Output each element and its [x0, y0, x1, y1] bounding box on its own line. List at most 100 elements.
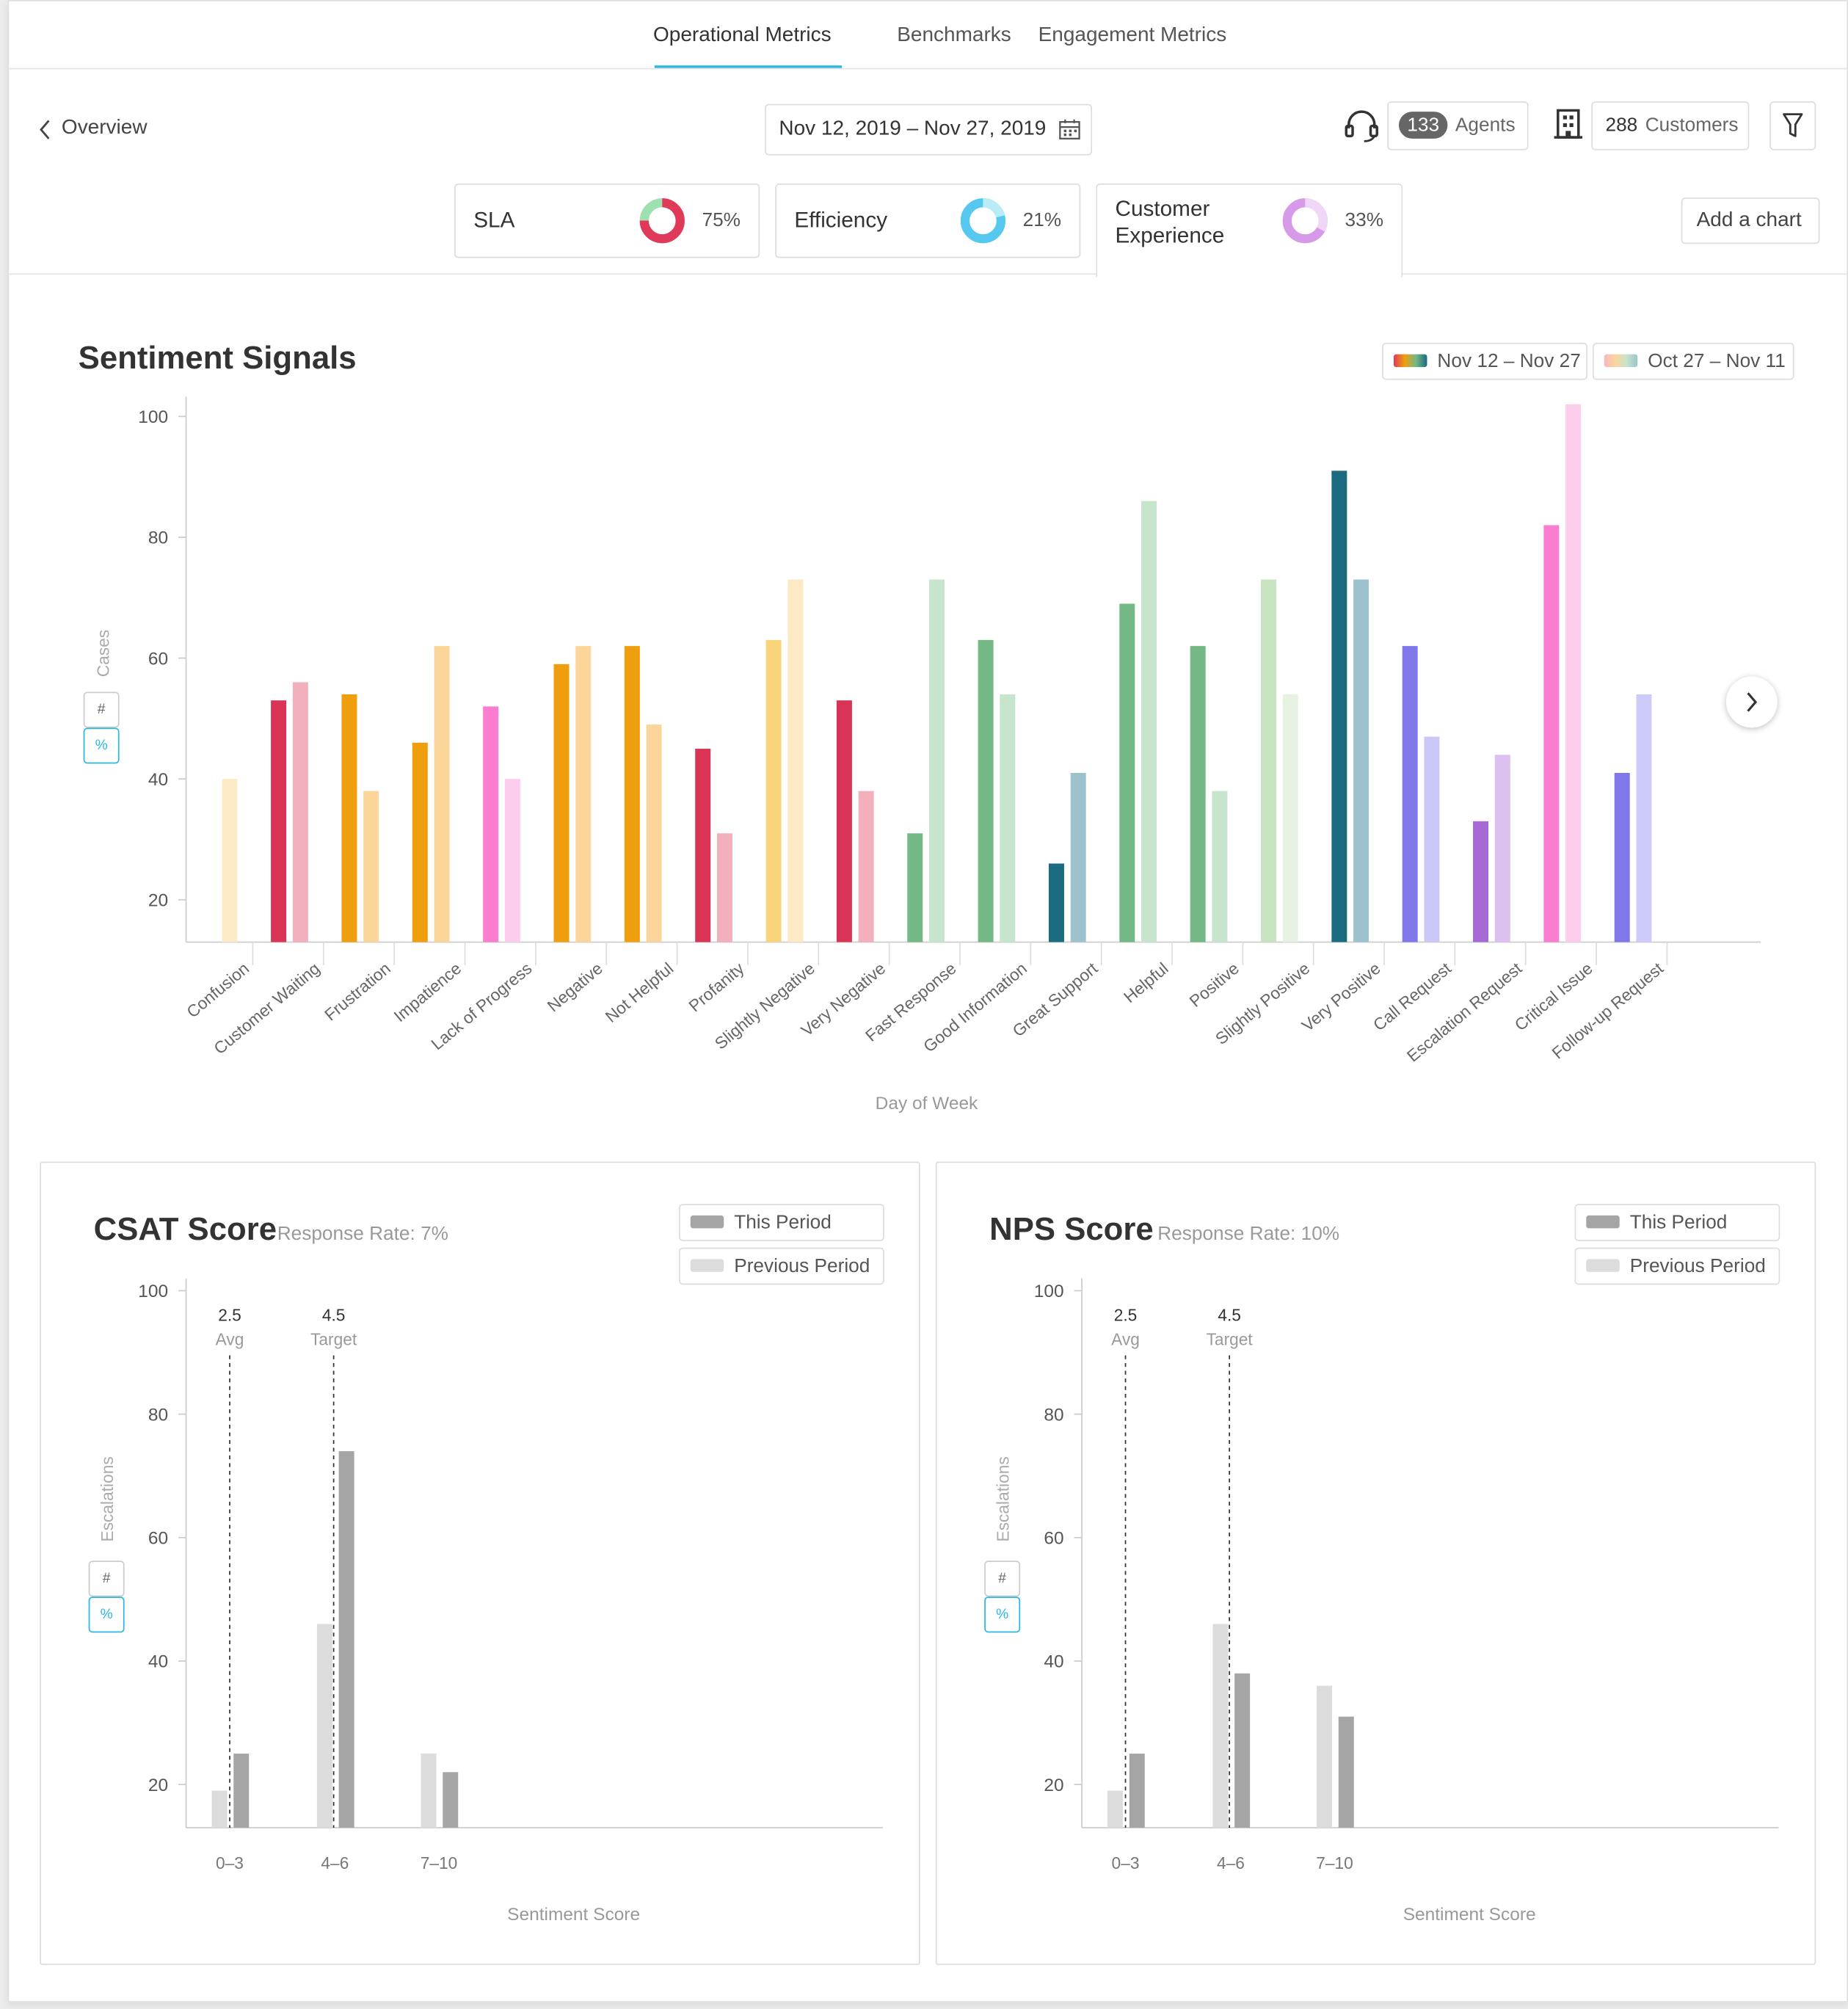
- kpi-value: 21%: [1022, 209, 1062, 231]
- count-toggle[interactable]: #: [984, 1561, 1021, 1597]
- bar-current-period: [1614, 772, 1630, 942]
- x-tick-label: Escalation Request: [1403, 958, 1526, 1065]
- y-tick-label: 40: [1044, 1652, 1063, 1672]
- nps-bar-chart: 20 40 60 80 100 Escalations 0–3 4–6 7–10 Sentimen…: [993, 1278, 1779, 1925]
- legend-label: This Period: [1629, 1211, 1728, 1234]
- y-tick-label: 80: [148, 1405, 168, 1425]
- bar-current-period: [483, 706, 499, 942]
- bar-this-period: [338, 1451, 354, 1828]
- y-tick-label: 20: [1044, 1776, 1063, 1795]
- bar-this-period: [1338, 1716, 1354, 1828]
- x-tick-label: 0–3: [1112, 1853, 1140, 1872]
- efficiency-donut-chart: [960, 198, 1006, 244]
- y-axis-label: Escalations: [993, 1456, 1012, 1541]
- csat-title: CSAT Score: [93, 1211, 277, 1248]
- bar-current-period: [1473, 821, 1489, 942]
- y-tick-label: 60: [148, 1529, 168, 1549]
- x-tick-label: Helpful: [1120, 959, 1172, 1006]
- filter-button[interactable]: [1769, 101, 1816, 150]
- bar-previous-period: [363, 791, 379, 942]
- tab-divider: [9, 68, 1847, 70]
- legend-previous-period[interactable]: Previous Period: [1574, 1247, 1780, 1285]
- agents-count-badge: 133: [1398, 112, 1448, 139]
- bar-previous-period: [1107, 1790, 1124, 1828]
- donut-value-arc: [1282, 198, 1328, 244]
- bar-previous-period: [575, 646, 592, 942]
- count-toggle[interactable]: #: [88, 1561, 125, 1597]
- percent-toggle[interactable]: %: [83, 727, 120, 764]
- y-tick-label: 80: [1044, 1405, 1063, 1425]
- kpi-divider: [9, 273, 1847, 275]
- reference-value: 2.5: [218, 1305, 241, 1324]
- y-tick-label: 40: [148, 770, 168, 790]
- bar-current-period: [1543, 525, 1560, 942]
- bar-previous-period: [646, 724, 662, 942]
- x-tick-label: Confusion: [183, 959, 252, 1022]
- reference-value: 4.5: [322, 1305, 346, 1324]
- bar-current-period: [412, 742, 428, 942]
- bar-previous-period: [292, 682, 308, 942]
- x-axis-label: Day of Week: [876, 1094, 978, 1114]
- bar-this-period: [1234, 1673, 1251, 1828]
- y-tick-label: 80: [148, 528, 168, 548]
- legend-this-period[interactable]: This Period: [679, 1204, 884, 1241]
- donut-value-arc: [639, 198, 685, 244]
- legend-current-period[interactable]: Nov 12 – Nov 27: [1382, 342, 1588, 380]
- agents-filter[interactable]: 133 Agents: [1387, 101, 1529, 150]
- swatch-icon: [1586, 1259, 1620, 1272]
- bar-current-period: [1119, 603, 1135, 942]
- chevron-left-icon: [40, 120, 50, 139]
- count-toggle[interactable]: #: [83, 691, 120, 728]
- y-tick-label: 60: [1044, 1529, 1063, 1549]
- y-tick-label: 40: [148, 1652, 168, 1672]
- bar-current-period: [907, 833, 923, 942]
- y-tick-label: 100: [138, 407, 168, 427]
- bar-current-period: [1402, 646, 1418, 942]
- bar-current-period: [765, 639, 782, 942]
- x-tick-label: Not Helpful: [601, 959, 677, 1026]
- tab-benchmarks[interactable]: Benchmarks: [897, 24, 1011, 46]
- donut-value-arc: [960, 198, 1006, 244]
- reference-value: 4.5: [1218, 1305, 1241, 1324]
- building-icon: [1554, 109, 1583, 139]
- customers-label: Customers: [1645, 114, 1739, 137]
- reference-label: Target: [310, 1330, 357, 1349]
- next-chart-button[interactable]: [1725, 676, 1778, 728]
- percent-toggle[interactable]: %: [88, 1596, 125, 1633]
- tab-engagement-metrics[interactable]: Engagement Metrics: [1038, 24, 1227, 46]
- bar-current-period: [624, 646, 640, 942]
- nps-panel: NPS Score Response Rate: 10% This Period…: [935, 1161, 1816, 1966]
- kpi-label: SLA: [473, 208, 515, 233]
- date-range-picker[interactable]: Nov 12, 2019 – Nov 27, 2019: [765, 103, 1093, 156]
- kpi-card-customer-experience[interactable]: Customer Experience 33%: [1096, 184, 1403, 277]
- bar-previous-period: [421, 1754, 437, 1828]
- x-axis-label: Sentiment Score: [1403, 1905, 1536, 1925]
- percent-toggle[interactable]: %: [984, 1596, 1021, 1633]
- bar-previous-period: [1353, 579, 1369, 942]
- legend-this-period[interactable]: This Period: [1574, 1204, 1780, 1241]
- x-tick-label: 4–6: [1217, 1853, 1245, 1872]
- legend-previous-period[interactable]: Oct 27 – Nov 11: [1593, 342, 1794, 380]
- gradient-swatch-icon: [1393, 354, 1427, 368]
- kpi-label: Customer Experience: [1115, 196, 1225, 248]
- bar-this-period: [443, 1772, 459, 1828]
- date-range-text: Nov 12, 2019 – Nov 27, 2019: [779, 117, 1047, 140]
- add-a-chart-button[interactable]: Add a chart: [1681, 197, 1820, 244]
- kpi-card-efficiency[interactable]: Efficiency 21%: [775, 184, 1081, 258]
- tab-operational-metrics[interactable]: Operational Metrics: [653, 24, 832, 46]
- y-axis-label: Escalations: [98, 1456, 117, 1541]
- x-axis-label: Sentiment Score: [507, 1905, 640, 1925]
- customer-experience-donut-chart: [1282, 198, 1328, 244]
- kpi-card-sla[interactable]: SLA 75%: [454, 184, 760, 258]
- bar-previous-period: [1424, 736, 1440, 942]
- chevron-right-icon: [1747, 692, 1758, 712]
- bar-current-period: [978, 639, 994, 942]
- legend-label: Oct 27 – Nov 11: [1648, 350, 1786, 373]
- bar-this-period: [1129, 1754, 1145, 1828]
- legend-previous-period[interactable]: Previous Period: [679, 1247, 884, 1285]
- bar-previous-period: [1565, 404, 1582, 942]
- bar-previous-period: [1000, 694, 1016, 942]
- reference-value: 2.5: [1114, 1305, 1138, 1324]
- bar-current-period: [341, 694, 357, 942]
- customers-filter[interactable]: 288 Customers: [1591, 101, 1750, 150]
